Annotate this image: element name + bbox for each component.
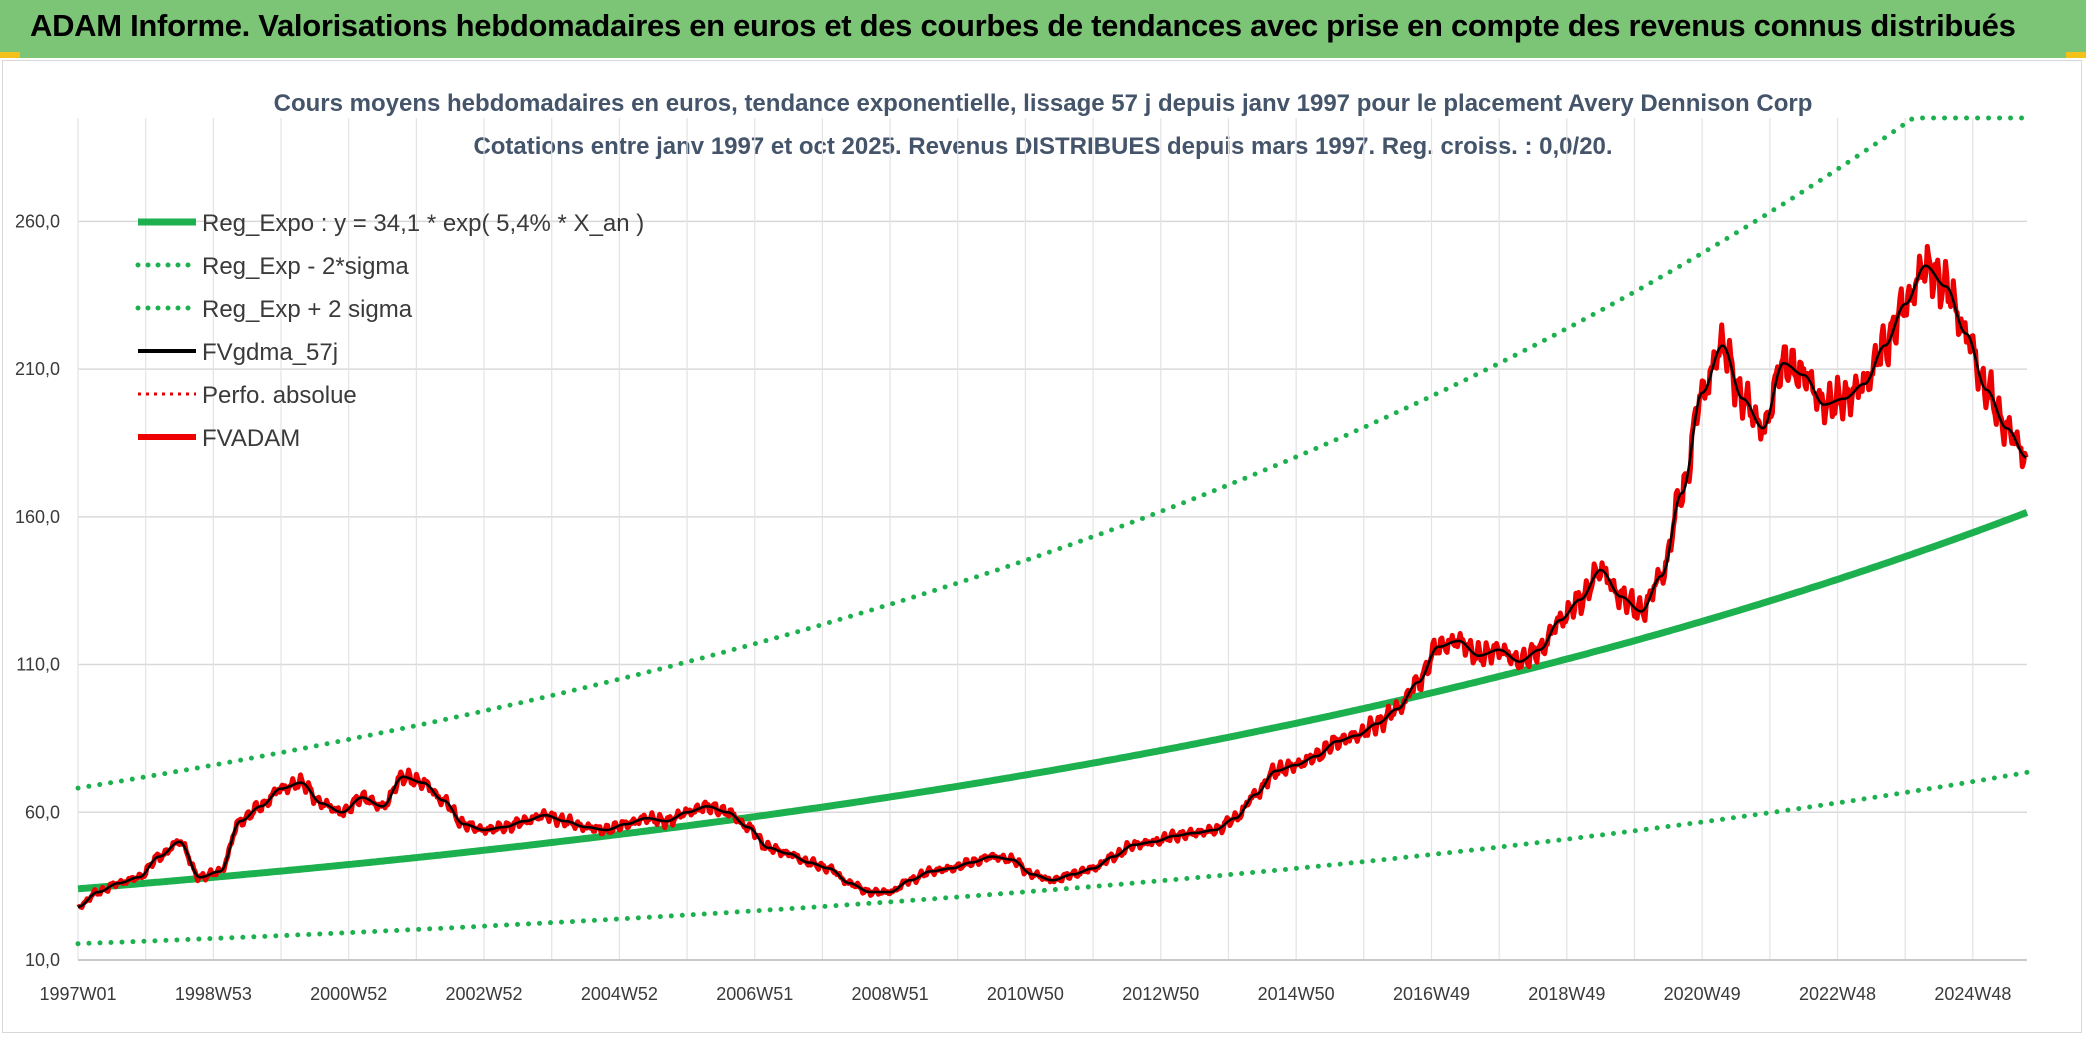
legend-label: Perfo. absolue xyxy=(202,382,357,409)
chart-title: Cours moyens hebdomadaires en euros, ten… xyxy=(274,90,1813,117)
x-tick-label: 2008W51 xyxy=(852,984,929,1004)
series-fvadam xyxy=(76,243,2029,910)
y-tick-label: 60,0 xyxy=(25,802,60,822)
x-tick-label: 2020W49 xyxy=(1664,984,1741,1004)
x-tick-label: 2018W49 xyxy=(1528,984,1605,1004)
x-tick-label: 2006W51 xyxy=(716,984,793,1004)
x-tick-label: 2016W49 xyxy=(1393,984,1470,1004)
x-tick-label: 2012W50 xyxy=(1122,984,1199,1004)
x-tick-label: 1997W01 xyxy=(39,984,116,1004)
y-tick-label: 260,0 xyxy=(15,211,60,231)
x-tick-label: 2010W50 xyxy=(987,984,1064,1004)
x-tick-label: 2024W48 xyxy=(1934,984,2011,1004)
axis-ticks: 10,0 60,0 110,0 160,0 210,0 260,0 1997W01 1998W… xyxy=(15,211,2011,1004)
series-reg-exp-plus-2sigma xyxy=(75,115,2030,791)
legend-label: Reg_Expo : y = 34,1 * exp( 5,4% * X_an ) xyxy=(202,210,644,237)
series-reg-exp-minus-2sigma xyxy=(75,769,2030,947)
y-tick-label: 10,0 xyxy=(25,950,60,970)
banner-title: ADAM Informe. Valorisations hebdomadaire… xyxy=(30,8,2016,43)
x-tick-label: 2014W50 xyxy=(1258,984,1335,1004)
title-banner: ADAM Informe. Valorisations hebdomadaire… xyxy=(0,0,2086,58)
x-tick-label: 2022W48 xyxy=(1799,984,1876,1004)
series-reg-expo xyxy=(77,509,2029,893)
y-tick-label: 160,0 xyxy=(15,507,60,527)
chart-subtitle: Cotations entre janv 1997 et oct 2025. R… xyxy=(473,133,1612,160)
legend: Reg_Expo : y = 34,1 * exp( 5,4% * X_an )… xyxy=(135,210,644,452)
legend-label: Reg_Exp - 2*sigma xyxy=(202,253,409,280)
corner-mark xyxy=(2066,52,2086,58)
chart-frame xyxy=(2,60,2082,1033)
legend-label: FVADAM xyxy=(202,425,300,452)
y-tick-label: 210,0 xyxy=(15,359,60,379)
x-tick-label: 2004W52 xyxy=(581,984,658,1004)
y-tick-label: 110,0 xyxy=(16,655,60,675)
x-tick-label: 2000W52 xyxy=(310,984,387,1004)
grid xyxy=(77,118,2027,961)
x-tick-label: 1998W53 xyxy=(175,984,252,1004)
corner-mark xyxy=(0,52,20,58)
x-tick-label: 2002W52 xyxy=(446,984,523,1004)
series-fvgdma-57j xyxy=(77,264,2027,909)
legend-label: Reg_Exp + 2 sigma xyxy=(202,296,413,323)
legend-label: FVgdma_57j xyxy=(202,339,338,366)
series-lines xyxy=(75,115,2030,947)
